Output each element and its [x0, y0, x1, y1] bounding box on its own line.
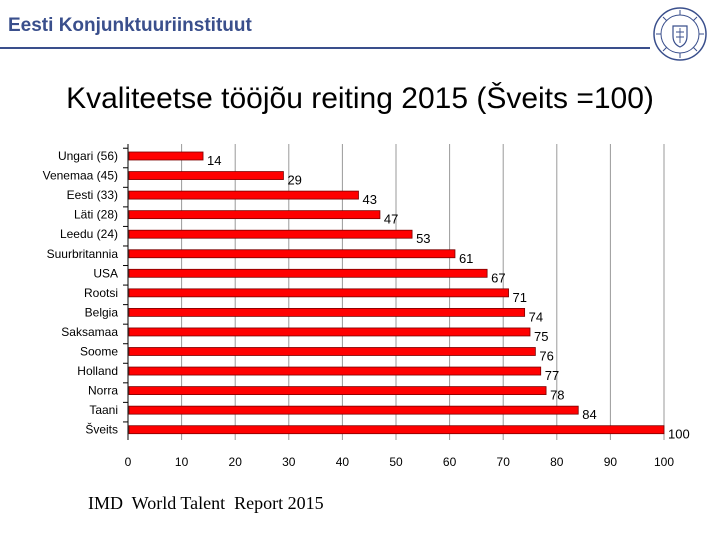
bar: [128, 288, 509, 298]
x-tick-label: 20: [229, 455, 243, 469]
category-label: Leedu (24): [60, 227, 118, 241]
value-label: 84: [582, 407, 596, 422]
value-label: 53: [416, 231, 430, 246]
value-label: 77: [545, 368, 559, 383]
value-label: 67: [491, 270, 505, 285]
university-seal-icon: [653, 7, 707, 61]
category-label: Soome: [80, 345, 118, 359]
bar: [128, 347, 536, 356]
bar: [128, 327, 531, 337]
bar: [128, 151, 204, 161]
value-label: 61: [459, 251, 473, 266]
value-label: 76: [539, 349, 553, 364]
category-label: Suurbritannia: [47, 247, 119, 261]
value-label: 78: [550, 388, 564, 403]
x-tick-label: 80: [550, 455, 564, 469]
category-label: USA: [93, 266, 118, 280]
bar: [128, 425, 665, 435]
category-label: Belgia: [85, 305, 119, 319]
category-label: Saksamaa: [61, 325, 118, 339]
value-label: 14: [207, 153, 221, 168]
value-label: 100: [668, 427, 690, 442]
bar: [128, 386, 547, 396]
value-label: 71: [513, 290, 527, 305]
category-label: Norra: [88, 384, 118, 398]
x-tick-label: 10: [175, 455, 189, 469]
value-label: 43: [362, 192, 376, 207]
bar: [128, 229, 413, 239]
bar: [128, 405, 579, 415]
x-tick-label: 90: [604, 455, 618, 469]
header-divider: [0, 47, 650, 49]
category-label: Ungari (56): [58, 149, 118, 163]
x-tick-label: 0: [125, 455, 132, 469]
org-title: Eesti Konjunktuuriinstituut: [8, 15, 252, 36]
bar-chart: 0 10 20 30 40 50 60 70 80 90 100 Ungari (56) 14 Venem…: [43, 144, 690, 469]
x-tick-label: 50: [389, 455, 403, 469]
category-label: Venemaa (45): [43, 169, 118, 183]
bar: [128, 190, 359, 200]
category-label: Rootsi: [84, 286, 118, 300]
slide-title: Kvaliteetse tööjõu reiting 2015 (Šveits …: [66, 82, 654, 115]
value-label: 47: [384, 212, 398, 227]
category-label: Taani: [89, 403, 118, 417]
category-label: Eesti (33): [67, 188, 118, 202]
value-label: 75: [534, 329, 548, 344]
bar: [128, 268, 488, 278]
source-note: IMD World Talent Report 2015: [88, 493, 324, 513]
category-label: Šveits: [85, 422, 118, 437]
x-tick-label: 30: [282, 455, 296, 469]
category-label: Läti (28): [74, 208, 118, 222]
x-tick-label: 70: [497, 455, 511, 469]
x-tick-label: 40: [336, 455, 350, 469]
value-label: 74: [529, 309, 543, 324]
bar: [128, 307, 526, 317]
x-tick-label: 100: [654, 455, 674, 469]
bar: [128, 366, 542, 376]
value-label: 29: [287, 173, 301, 188]
bar: [128, 171, 284, 180]
x-tick-label: 60: [443, 455, 457, 469]
bar: [128, 210, 381, 220]
bar: [128, 249, 456, 259]
category-label: Holland: [77, 364, 118, 378]
